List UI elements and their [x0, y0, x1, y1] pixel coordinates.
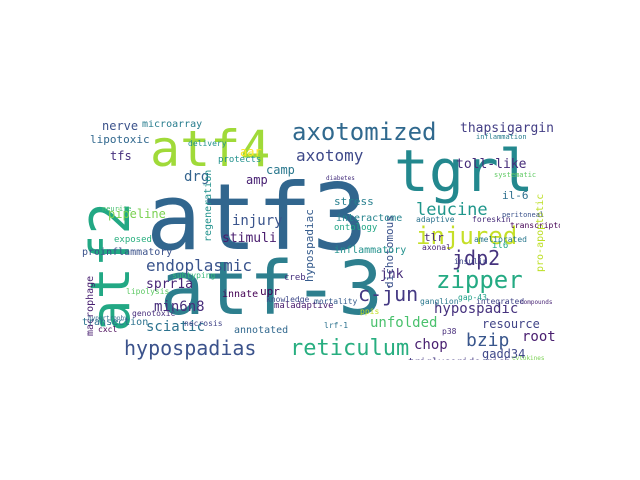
word-pipeline: pipeline — [108, 207, 166, 221]
word-jdp2: jdp2 — [452, 246, 501, 270]
word-exposed: exposed — [114, 235, 152, 245]
word-maladaptive: maladaptive — [274, 301, 334, 311]
word-systematic: systematic — [494, 171, 537, 179]
word-integrated: integrated — [476, 297, 525, 306]
word-sciatic: sciatic — [146, 319, 206, 335]
word-drg: drg — [184, 169, 210, 185]
word-c-jun: c-jun — [358, 282, 419, 306]
word-delivery: delivery — [188, 139, 227, 148]
word-gadd34: gadd34 — [482, 347, 526, 360]
word-camp: camp — [266, 163, 295, 177]
word-microarray: microarray — [142, 120, 203, 130]
word-tlr: tlr — [424, 231, 444, 244]
word-injured: injured — [416, 222, 518, 250]
word-il-6: il-6 — [502, 189, 529, 202]
word-ameliorated: ameliorated — [474, 235, 527, 244]
word-foreskin: foreskin — [472, 215, 511, 224]
word-adaptive: adaptive — [416, 215, 455, 224]
word-hypospadiac: hypospadiac — [303, 209, 316, 282]
word-chop: chop — [414, 337, 448, 353]
word-root: root — [522, 329, 556, 345]
word-mortality: mortality — [314, 297, 358, 306]
word-neurite: neurite — [102, 205, 132, 213]
word-protects: protects — [218, 155, 262, 165]
word-hypospadic: hypospadic — [434, 301, 519, 317]
word-min6n8: min6n8 — [154, 299, 205, 315]
word-nerve: nerve — [102, 120, 139, 133]
word-knowledge: knowledge — [266, 295, 310, 304]
word-resource: resource — [482, 317, 540, 331]
word-reticulum: reticulum — [290, 336, 410, 360]
word-amp: amp — [246, 173, 268, 187]
word-ontology: ontology — [334, 223, 378, 233]
word-pro-apoptotic: pro-apoptotic — [535, 193, 546, 272]
word-lipotoxic: lipotoxic — [90, 133, 150, 146]
word-axotomy: axotomy — [296, 146, 364, 165]
word-hypertrophy: hypertrophy — [88, 315, 128, 322]
word-triglyceride-rich: triglyceride-rich — [408, 358, 510, 361]
word-subtyping: subtyping — [172, 271, 216, 280]
word-gap-43: gap-43 — [458, 293, 487, 302]
word-inflammatory: inflammatory — [334, 245, 407, 256]
word-proinflammatory: proinflammatory — [82, 247, 173, 258]
word-atf4: atf4 — [150, 120, 271, 178]
word-annotated: annotated — [234, 325, 289, 336]
word-peritoneal: peritoneal — [502, 211, 545, 219]
word-lrf-1: lrf-1 — [324, 321, 349, 330]
word-regeneration: regeneration — [203, 169, 214, 242]
word-injury: injury — [232, 213, 283, 229]
word-stress: stress — [334, 195, 374, 208]
word-toll-like: toll-like — [456, 157, 527, 172]
word-inflammation: inflammation — [476, 133, 527, 141]
word-jnk: jnk — [380, 267, 404, 282]
word-cloud: atf3 atf-3 tgrl atf2 atf4 axotomized injured le… — [80, 120, 560, 360]
word-leucine: leucine — [416, 200, 488, 220]
word-necrosis: necrosis — [184, 319, 223, 328]
word-transection: transection — [82, 317, 149, 328]
word-thapsigargin: thapsigargin — [460, 121, 554, 136]
word-atf-3: atf-3 — [160, 246, 383, 332]
word-creb: creb — [284, 273, 306, 283]
word-axonal: axonal — [422, 243, 451, 252]
word-diabetes: diabetes — [326, 175, 355, 182]
word-compounds: compounds — [520, 299, 553, 306]
word-bzip: bzip — [466, 330, 510, 351]
word-tgrl: tgrl — [394, 137, 534, 205]
word-unfolded: unfolded — [370, 315, 438, 331]
word-aar: aar — [240, 145, 262, 159]
word-lipolysis: lipolysis — [126, 287, 170, 296]
word-insulin: insulin — [454, 257, 488, 266]
word-sprr1a: sprr1a — [146, 277, 193, 292]
word-il6: il6 — [492, 241, 509, 251]
word-transcriptome: transcriptome — [510, 221, 560, 230]
word-axotomized: axotomized — [292, 120, 437, 146]
word-innate: innate — [222, 289, 259, 300]
word-endoplasmic: endoplasmic — [146, 256, 252, 275]
word-ganglion: ganglion — [420, 297, 459, 306]
word-cxcl: cxcl — [98, 325, 118, 334]
word-interactome: interactome — [336, 213, 403, 224]
word-zipper: zipper — [436, 266, 523, 294]
word-cytokines: cytokines — [512, 355, 545, 361]
word-ppis: ppis — [360, 307, 380, 316]
word-upr: upr — [260, 285, 280, 298]
word-p38: p38 — [442, 327, 457, 336]
word-genotoxic: genotoxic — [132, 309, 176, 318]
word-atf3: atf3 — [146, 164, 368, 271]
word-stimuli: stimuli — [222, 231, 277, 246]
word-hypospadias: hypospadias — [124, 336, 257, 360]
word-tfs: tfs — [110, 149, 132, 163]
